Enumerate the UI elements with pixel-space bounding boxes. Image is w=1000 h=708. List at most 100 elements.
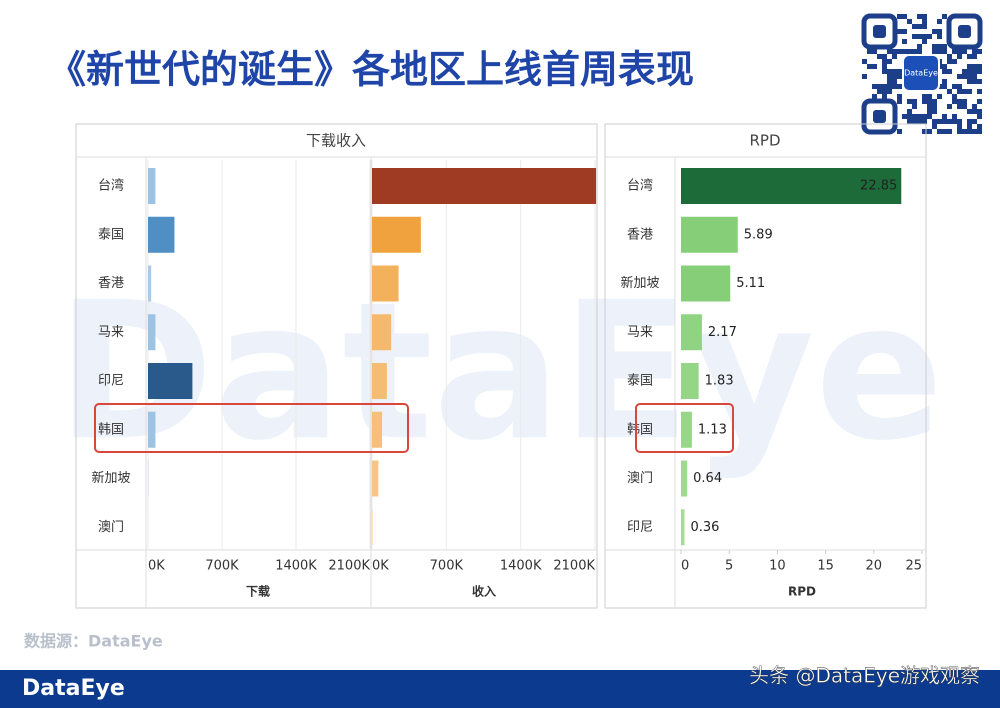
qr-finder [873, 110, 886, 123]
panel-frame [75, 123, 598, 609]
category-label: 韩国 [98, 422, 124, 437]
qr-cell [942, 49, 947, 54]
qr-cell [887, 69, 892, 74]
qr-finder [873, 25, 886, 38]
qr-cell [892, 79, 897, 84]
source-note: 数据源：DataEye [24, 632, 163, 651]
qr-cell [897, 84, 902, 89]
bar [148, 460, 149, 497]
qr-cell [887, 49, 892, 54]
qr-cell [927, 104, 932, 109]
category-label: 新加坡 [620, 275, 659, 291]
qr-cell [887, 89, 892, 94]
category-label: 台湾 [627, 178, 653, 194]
qr-finder [861, 98, 898, 135]
qr-cell [882, 69, 887, 74]
qr-cell [972, 74, 977, 79]
qr-cell [952, 59, 957, 64]
qr-cell [972, 64, 977, 69]
qr-cell [897, 94, 902, 99]
category-label: 泰国 [627, 374, 653, 389]
bar [372, 168, 597, 204]
qr-cell [882, 89, 887, 94]
qr-cell [972, 129, 977, 134]
x-tick-label: 0 [681, 559, 689, 574]
bar [372, 314, 392, 351]
qr-cell [977, 64, 982, 69]
qr-cell [927, 34, 932, 39]
qr-cell [977, 69, 982, 74]
qr-cell [902, 114, 907, 119]
qr-cell [862, 59, 867, 64]
qr-cell [977, 129, 982, 134]
qr-cell [962, 49, 967, 54]
qr-cell [967, 119, 972, 124]
qr-cell [907, 114, 912, 119]
qr-cell [937, 29, 942, 34]
watermark: DataEye [56, 261, 943, 482]
qr-cell [912, 49, 917, 54]
qr-cell [937, 129, 942, 134]
data-label: 2.17 [708, 325, 737, 340]
qr-cell [977, 124, 982, 129]
category-label: 台湾 [98, 178, 124, 194]
qr-cell [957, 84, 962, 89]
data-label: 22.85 [860, 179, 897, 194]
qr-cell [952, 84, 957, 89]
qr-cell [942, 129, 947, 134]
qr-cell [912, 24, 917, 29]
x-tick-label: 0K [148, 559, 165, 574]
qr-cell [917, 24, 922, 29]
category-label: 香港 [627, 227, 653, 242]
qr-cell [887, 84, 892, 89]
data-label: 0.64 [693, 471, 722, 486]
qr-cell [892, 74, 897, 79]
qr-cell [872, 84, 877, 89]
qr-code: DataEye [860, 12, 983, 135]
highlight-box [635, 403, 734, 453]
qr-cell [882, 84, 887, 89]
qr-cell [977, 109, 982, 114]
qr-cell [877, 84, 882, 89]
bar [372, 460, 379, 497]
qr-cell [897, 49, 902, 54]
qr-cell [892, 69, 897, 74]
x-tick-label: 5 [725, 559, 733, 574]
qr-cell [922, 94, 927, 99]
qr-cell [937, 49, 942, 54]
qr-cell [947, 129, 952, 134]
qr-cell [947, 89, 952, 94]
qr-cell [932, 44, 937, 49]
qr-cell [977, 89, 982, 94]
qr-cell [972, 109, 977, 114]
qr-cell [932, 49, 937, 54]
qr-cell [947, 59, 952, 64]
x-tick-label: 10 [769, 559, 786, 574]
qr-cell [912, 114, 917, 119]
data-label: 0.36 [690, 520, 719, 535]
qr-cell [932, 124, 937, 129]
footer-credit: 头条 @DataEye游戏观察 [749, 664, 980, 688]
qr-cell [977, 99, 982, 104]
qr-cell [932, 99, 937, 104]
qr-cell [867, 49, 872, 54]
qr-cell [927, 129, 932, 134]
x-tick-label: 15 [817, 559, 834, 574]
qr-cell [907, 49, 912, 54]
qr-cell [922, 34, 927, 39]
qr-cell [957, 49, 962, 54]
qr-cell [912, 99, 917, 104]
qr-cell [952, 114, 957, 119]
axis-title: 下载 [246, 584, 270, 599]
category-label: 新加坡 [91, 470, 130, 486]
category-label: 泰国 [98, 227, 124, 242]
qr-cell [967, 79, 972, 84]
qr-cell [967, 74, 972, 79]
qr-cell [902, 14, 907, 19]
qr-cell [882, 59, 887, 64]
qr-logo [902, 54, 940, 92]
qr-cell [962, 89, 967, 94]
qr-cell [942, 79, 947, 84]
qr-cell [917, 44, 922, 49]
